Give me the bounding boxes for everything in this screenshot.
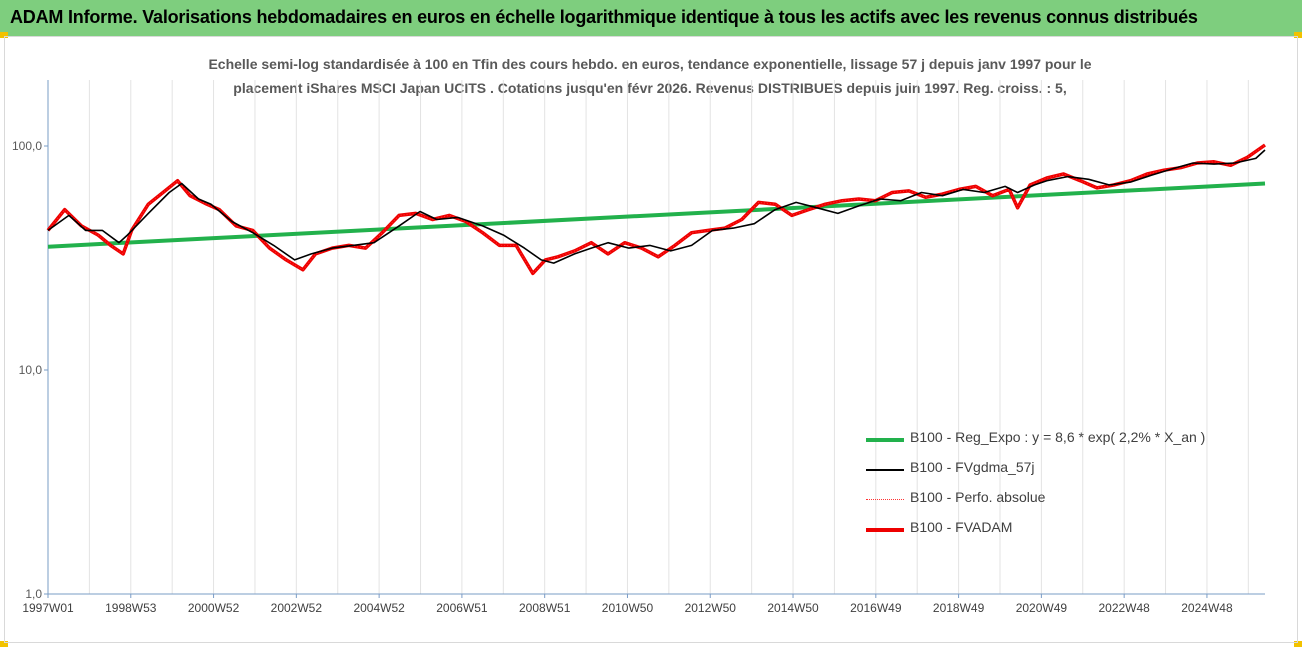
x-tick-label: 2014W50 bbox=[767, 601, 819, 615]
legend-swatch-fvadam bbox=[866, 528, 904, 532]
x-tick-label: 2012W50 bbox=[685, 601, 737, 615]
x-tick-label: 2022W48 bbox=[1098, 601, 1150, 615]
banner-title: ADAM Informe. Valorisations hebdomadaire… bbox=[10, 7, 1198, 27]
legend-label-reg-expo: B100 - Reg_Expo : y = 8,6 * exp( 2,2% * … bbox=[910, 429, 1206, 445]
y-tick-label: 1,0 bbox=[25, 587, 42, 601]
x-tick-label: 1997W01 bbox=[22, 601, 74, 615]
legend-label-fvgdma: B100 - FVgdma_57j bbox=[910, 459, 1035, 475]
legend-swatch-perfo-absolue bbox=[866, 499, 904, 500]
corner-marker-bottom-right bbox=[1294, 641, 1302, 647]
corner-marker-top-left bbox=[0, 32, 8, 38]
x-tick-label: 2024W48 bbox=[1181, 601, 1233, 615]
title-banner: ADAM Informe. Valorisations hebdomadaire… bbox=[0, 0, 1302, 36]
corner-marker-top-right bbox=[1294, 32, 1302, 38]
series-line-reg-expo bbox=[47, 181, 1266, 249]
x-tick-label: 2016W49 bbox=[850, 601, 902, 615]
legend-item-perfo-absolue: B100 - Perfo. absolue bbox=[866, 488, 1276, 518]
x-tick-label: 2010W50 bbox=[602, 601, 654, 615]
legend-swatch-fvgdma bbox=[866, 469, 904, 471]
x-tick-label: 2002W52 bbox=[271, 601, 323, 615]
x-tick-label: 2008W51 bbox=[519, 601, 571, 615]
x-tick-label: 2018W49 bbox=[933, 601, 985, 615]
y-tick-label: 100,0 bbox=[12, 139, 42, 153]
series-line-fvgdma bbox=[47, 149, 1266, 264]
legend-item-fvadam: B100 - FVADAM bbox=[866, 518, 1276, 548]
x-tick-label: 2006W51 bbox=[436, 601, 488, 615]
legend-swatch-reg-expo bbox=[866, 438, 904, 442]
chart-title-line-1: Echelle semi-log standardisée à 100 en T… bbox=[208, 56, 1092, 72]
x-tick-label: 2020W49 bbox=[1016, 601, 1068, 615]
legend-item-reg-expo: B100 - Reg_Expo : y = 8,6 * exp( 2,2% * … bbox=[866, 428, 1276, 458]
x-tick-label: 1998W53 bbox=[105, 601, 157, 615]
chart-title-line-2: placement iShares MSCI Japan UCITS . Cot… bbox=[233, 80, 1067, 96]
x-tick-label: 2004W52 bbox=[353, 601, 405, 615]
chart-legend: B100 - Reg_Expo : y = 8,6 * exp( 2,2% * … bbox=[866, 428, 1276, 548]
legend-label-fvadam: B100 - FVADAM bbox=[910, 519, 1013, 535]
legend-label-perfo-absolue: B100 - Perfo. absolue bbox=[910, 489, 1046, 505]
legend-item-fvgdma: B100 - FVgdma_57j bbox=[866, 458, 1276, 488]
x-tick-label: 2000W52 bbox=[188, 601, 240, 615]
corner-marker-bottom-left bbox=[0, 641, 8, 647]
chart-frame bbox=[4, 36, 1298, 643]
y-tick-label: 10,0 bbox=[19, 363, 43, 377]
